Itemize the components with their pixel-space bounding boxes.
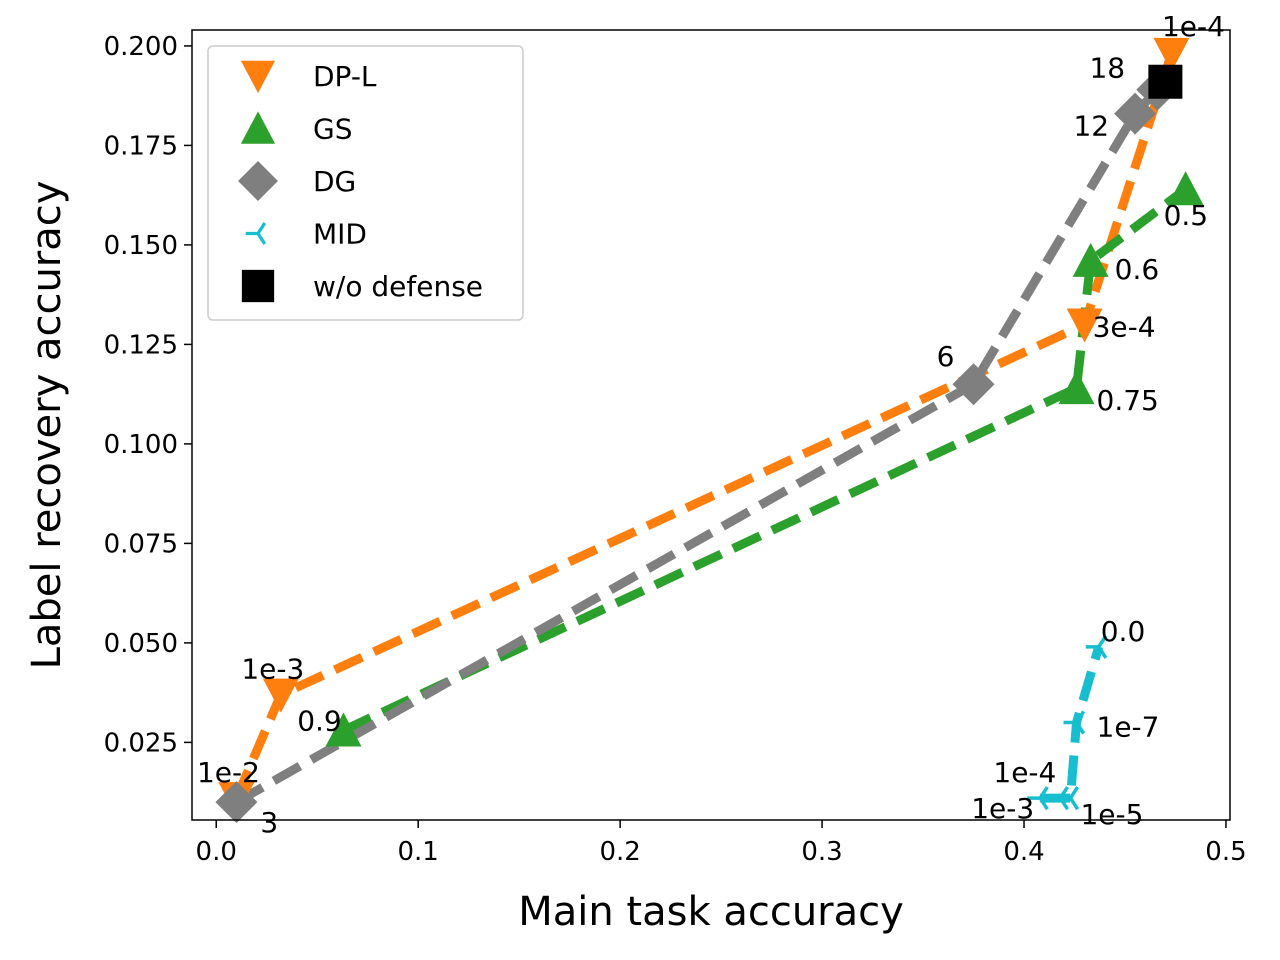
data-point-mid-4	[1085, 634, 1108, 659]
point-label-dg-2: 12	[1073, 110, 1109, 143]
y-tick-label-2: 0.075	[104, 529, 178, 559]
x-tick-label-1: 0.1	[397, 837, 438, 867]
legend-marker-dg	[238, 161, 278, 201]
plot-frame	[191, 29, 1231, 821]
y-tick-label-3: 0.100	[104, 430, 178, 460]
point-label-dg-1: 6	[937, 340, 955, 373]
data-point-mid-3	[1063, 710, 1086, 735]
data-point-dg-1	[952, 363, 995, 406]
legend-marker-dp-l	[240, 60, 276, 94]
legend: DP-L GS DG MID w/o defense	[207, 45, 524, 321]
point-label-mid-3: 1e-7	[1097, 710, 1160, 743]
legend-label-mid: MID	[313, 218, 367, 251]
legend-marker-w-o-defense	[241, 269, 275, 303]
y-tick-label-0: 0.025	[104, 728, 178, 758]
x-axis-title: Main task accuracy	[518, 889, 904, 935]
data-point-dp-l-2	[1066, 308, 1103, 343]
point-label-dp-l-0: 1e-2	[197, 756, 260, 789]
data-point-dg-2	[1114, 92, 1157, 135]
data-point-gs-2	[1072, 242, 1109, 277]
point-label-mid-2: 1e-5	[1080, 798, 1143, 831]
point-label-gs-2: 0.6	[1115, 253, 1160, 286]
x-tick-label-5: 0.5	[1205, 837, 1246, 867]
point-label-dp-l-1: 1e-3	[241, 653, 304, 686]
x-tick-label-3: 0.3	[801, 837, 842, 867]
data-point-mid-2	[1057, 786, 1080, 811]
y-axis-title: Label recovery accuracy	[24, 181, 70, 670]
data-point-gs-1	[1058, 370, 1095, 405]
point-label-dp-l-3: 1e-4	[1162, 10, 1225, 43]
data-point-dp-l-1	[262, 678, 299, 713]
legend-label-dg: DG	[313, 165, 356, 198]
data-point-gs-3	[1167, 171, 1204, 206]
y-tick-label-1: 0.050	[104, 629, 178, 659]
y-tick-label-7: 0.200	[104, 32, 178, 62]
point-label-gs-3: 0.5	[1164, 199, 1209, 232]
x-tick-label-0: 0.0	[196, 837, 237, 867]
point-label-dp-l-2: 3e-4	[1093, 311, 1156, 344]
data-point-gs-0	[325, 712, 362, 747]
legend-label-w-o-defense: w/o defense	[313, 270, 483, 303]
point-label-mid-1: 1e-4	[993, 756, 1056, 789]
y-tick-label-4: 0.125	[104, 330, 178, 360]
legend-marker-mid	[245, 222, 267, 245]
data-point-w-o-defense-0	[1148, 64, 1183, 99]
y-tick-label-5: 0.150	[104, 231, 178, 261]
point-label-mid-4: 0.0	[1101, 615, 1146, 648]
x-tick-label-4: 0.4	[1003, 837, 1044, 867]
series-line-dg	[234, 86, 1161, 807]
legend-label-dp-l: DP-L	[313, 60, 377, 93]
data-point-dp-l-3	[1153, 37, 1190, 72]
plot-area: 1e-21e-33e-41e-40.90.750.60.53612181e-31…	[197, 10, 1225, 839]
legend-marker-gs	[240, 111, 276, 144]
point-label-gs-1: 0.75	[1097, 384, 1159, 417]
point-label-dg-3: 18	[1089, 52, 1125, 85]
x-tick-label-2: 0.2	[599, 837, 640, 867]
series-line-dp-l	[232, 52, 1176, 800]
data-point-mid-0	[1027, 786, 1049, 811]
point-label-dg-0: 3	[260, 806, 278, 839]
legend-label-gs: GS	[313, 113, 352, 146]
y-tick-label-6: 0.175	[104, 131, 178, 161]
data-point-dg-0	[215, 781, 258, 824]
point-label-gs-0: 0.9	[297, 704, 342, 737]
legend-box	[207, 45, 524, 321]
axes: 0.0 0.1 0.2 0.3 0.4 0.5 0.025 0.050 0.075 0.100 0.…	[24, 29, 1247, 935]
